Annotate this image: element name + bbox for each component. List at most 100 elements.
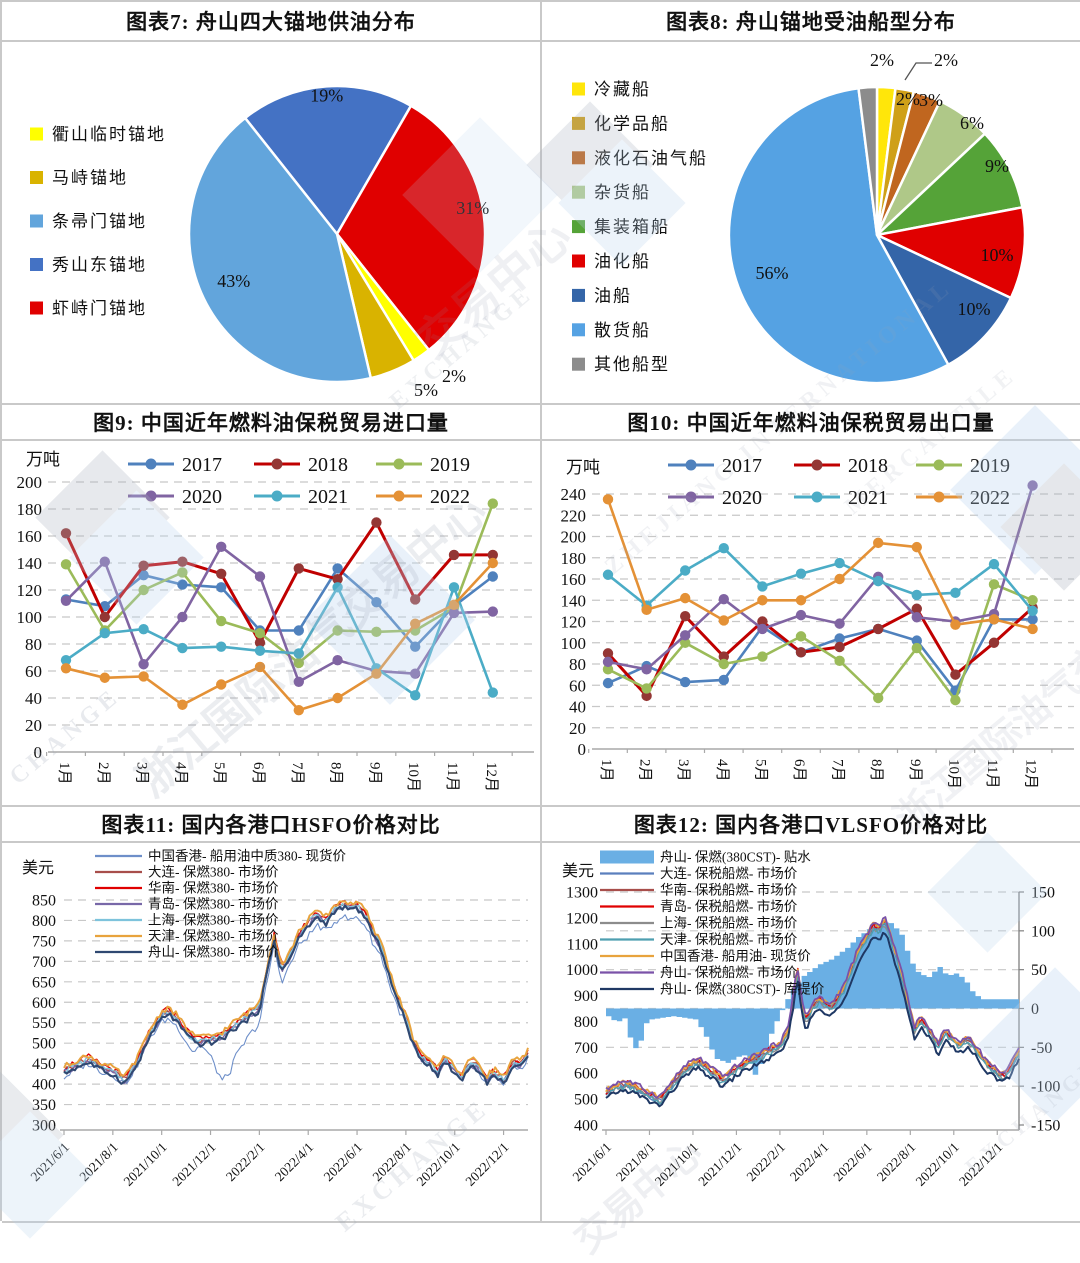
fig7-panel: 19% 31% 2% 5% 43% 衢山临时锚地 马峙锚地 条帚门锚地 秀山东锚地 虾峙门锚地 (2, 42, 542, 405)
svg-text:40: 40 (25, 689, 42, 708)
svg-text:其他船型: 其他船型 (594, 355, 670, 374)
svg-text:青岛- 保燃380- 市场价: 青岛- 保燃380- 市场价 (148, 896, 279, 912)
svg-text:1100: 1100 (567, 936, 598, 953)
svg-text:160: 160 (561, 570, 587, 589)
svg-text:美元: 美元 (22, 859, 54, 877)
svg-text:上海- 保税船燃- 市场价: 上海- 保税船燃- 市场价 (660, 915, 798, 931)
svg-text:-150: -150 (1031, 1118, 1060, 1135)
fig7-title: 图表7: 舟山四大锚地供油分布 (2, 2, 542, 42)
svg-text:青岛- 保税船燃- 市场价: 青岛- 保税船燃- 市场价 (660, 898, 798, 914)
svg-text:11月: 11月 (984, 759, 1000, 788)
fig8-title: 图表8: 舟山锚地受油船型分布 (542, 2, 1080, 42)
fig7-labels: 19% 31% 2%5% 43% (217, 85, 489, 400)
svg-text:100: 100 (17, 608, 43, 627)
svg-text:350: 350 (32, 1097, 56, 1114)
svg-text:杂货船: 杂货船 (594, 183, 651, 202)
svg-text:100: 100 (561, 634, 587, 653)
svg-text:20: 20 (569, 719, 586, 738)
svg-text:6月: 6月 (791, 759, 807, 782)
svg-text:冷藏船: 冷藏船 (594, 80, 651, 99)
svg-text:1000: 1000 (566, 962, 598, 979)
fig12-x-labels: 2021/6/12021/8/12021/10/12021/12/12022/2… (570, 1130, 1005, 1189)
svg-text:2%: 2% (870, 50, 894, 70)
fig9-title: 图9: 中国近年燃料油保税贸易进口量 (2, 405, 542, 441)
fig12-series (605, 916, 1020, 1108)
fig8-panel: 2% 2% 3% 6% 9% 10% 10% 56% 2% 冷藏船 化学品船 液化石油气船 杂货船 集装箱… (542, 42, 1080, 405)
fig12-grid: -150 -100 -50 0 50 100 150 400 500 600 700 800 900 10… (562, 862, 1060, 1135)
svg-text:2022/8/1: 2022/8/1 (369, 1140, 414, 1185)
svg-text:2018: 2018 (848, 455, 888, 477)
svg-text:2021: 2021 (308, 486, 348, 508)
svg-text:美元: 美元 (562, 862, 594, 880)
svg-text:6月: 6月 (250, 762, 266, 785)
svg-text:2022: 2022 (430, 486, 470, 508)
svg-text:2022/2/1: 2022/2/1 (743, 1140, 788, 1185)
fig10-series (602, 480, 1038, 706)
svg-text:800: 800 (574, 1014, 598, 1031)
svg-text:700: 700 (574, 1040, 598, 1057)
svg-text:万吨: 万吨 (26, 450, 60, 469)
svg-text:2021/8/1: 2021/8/1 (613, 1140, 658, 1185)
svg-text:0: 0 (1031, 1001, 1039, 1018)
svg-text:2月: 2月 (637, 759, 653, 782)
svg-text:6%: 6% (960, 113, 984, 133)
svg-text:400: 400 (32, 1077, 56, 1094)
fig9-panel: 0 20 40 60 80 100 120 140 160 180 200 万吨 1月 2月 3月 4月 5月 6… (2, 441, 542, 807)
fig10-x-labels: 1月 2月 3月 4月 5月 6月 7月 8月 9月 10月 11月 12月 (598, 759, 1039, 789)
svg-text:140: 140 (561, 591, 587, 610)
svg-text:2022/8/1: 2022/8/1 (874, 1140, 919, 1185)
fig11-series (63, 900, 529, 1086)
svg-text:舟山- 保燃(380CST)- 库提价: 舟山- 保燃(380CST)- 库提价 (660, 981, 825, 997)
svg-text:10%: 10% (981, 245, 1014, 265)
svg-text:200: 200 (561, 528, 587, 547)
svg-text:2022/12/1: 2022/12/1 (956, 1140, 1005, 1189)
svg-text:0: 0 (578, 740, 587, 759)
svg-text:9月: 9月 (366, 762, 382, 785)
fig9-series (60, 498, 498, 716)
svg-text:80: 80 (569, 655, 586, 674)
svg-text:1300: 1300 (566, 885, 598, 902)
svg-text:5%: 5% (414, 380, 438, 400)
svg-text:2021/10/1: 2021/10/1 (120, 1140, 169, 1189)
svg-text:7月: 7月 (289, 762, 305, 785)
svg-text:马峙锚地: 马峙锚地 (52, 169, 128, 188)
svg-text:5月: 5月 (211, 762, 227, 785)
svg-text:油船: 油船 (594, 286, 632, 305)
svg-text:2022/12/1: 2022/12/1 (462, 1140, 511, 1189)
svg-text:220: 220 (561, 506, 587, 525)
fig12-title: 图表12: 国内各港口VLSFO价格对比 (542, 807, 1080, 843)
svg-text:140: 140 (17, 554, 43, 573)
svg-text:条帚门锚地: 条帚门锚地 (52, 212, 147, 231)
svg-text:衢山临时锚地: 衢山临时锚地 (52, 124, 166, 144)
svg-text:900: 900 (574, 988, 598, 1005)
svg-text:9%: 9% (985, 156, 1009, 176)
svg-text:散货船: 散货船 (594, 321, 651, 340)
svg-text:上海- 保燃380- 市场价: 上海- 保燃380- 市场价 (148, 912, 279, 928)
svg-text:800: 800 (32, 913, 56, 930)
svg-text:华南- 保税船燃- 市场价: 华南- 保税船燃- 市场价 (660, 882, 798, 898)
svg-text:7月: 7月 (830, 759, 846, 782)
svg-text:大连- 保税船燃- 市场价: 大连- 保税船燃- 市场价 (660, 865, 798, 881)
fig10-panel: 0 20 40 60 80 100 120 140 160 180 200 220 240 万吨 1月 2月 3… (542, 441, 1080, 807)
svg-text:2021/8/1: 2021/8/1 (76, 1140, 121, 1185)
svg-text:化学品船: 化学品船 (594, 114, 670, 133)
svg-text:1200: 1200 (566, 910, 598, 927)
svg-text:舟山- 保燃(380CST)- 贴水: 舟山- 保燃(380CST)- 贴水 (660, 849, 811, 865)
svg-text:2018: 2018 (308, 454, 348, 476)
svg-text:10月: 10月 (945, 759, 961, 789)
svg-text:2021/12/1: 2021/12/1 (695, 1140, 744, 1189)
svg-text:750: 750 (32, 933, 56, 950)
svg-text:10月: 10月 (405, 762, 421, 792)
svg-text:1月: 1月 (56, 762, 72, 785)
fig11-x-labels: 2021/6/1 2021/8/1 2021/10/1 2021/12/1 2022/2… (28, 1130, 512, 1189)
svg-text:180: 180 (561, 549, 587, 568)
svg-text:10%: 10% (958, 299, 991, 319)
svg-text:2021/12/1: 2021/12/1 (169, 1140, 218, 1189)
svg-text:31%: 31% (456, 198, 489, 218)
svg-text:舟山- 保税船燃- 市场价: 舟山- 保税船燃- 市场价 (660, 964, 798, 980)
svg-text:2019: 2019 (970, 455, 1010, 477)
svg-text:600: 600 (32, 995, 56, 1012)
svg-text:2022/6/1: 2022/6/1 (321, 1140, 366, 1185)
svg-text:2021/6/1: 2021/6/1 (28, 1140, 73, 1185)
